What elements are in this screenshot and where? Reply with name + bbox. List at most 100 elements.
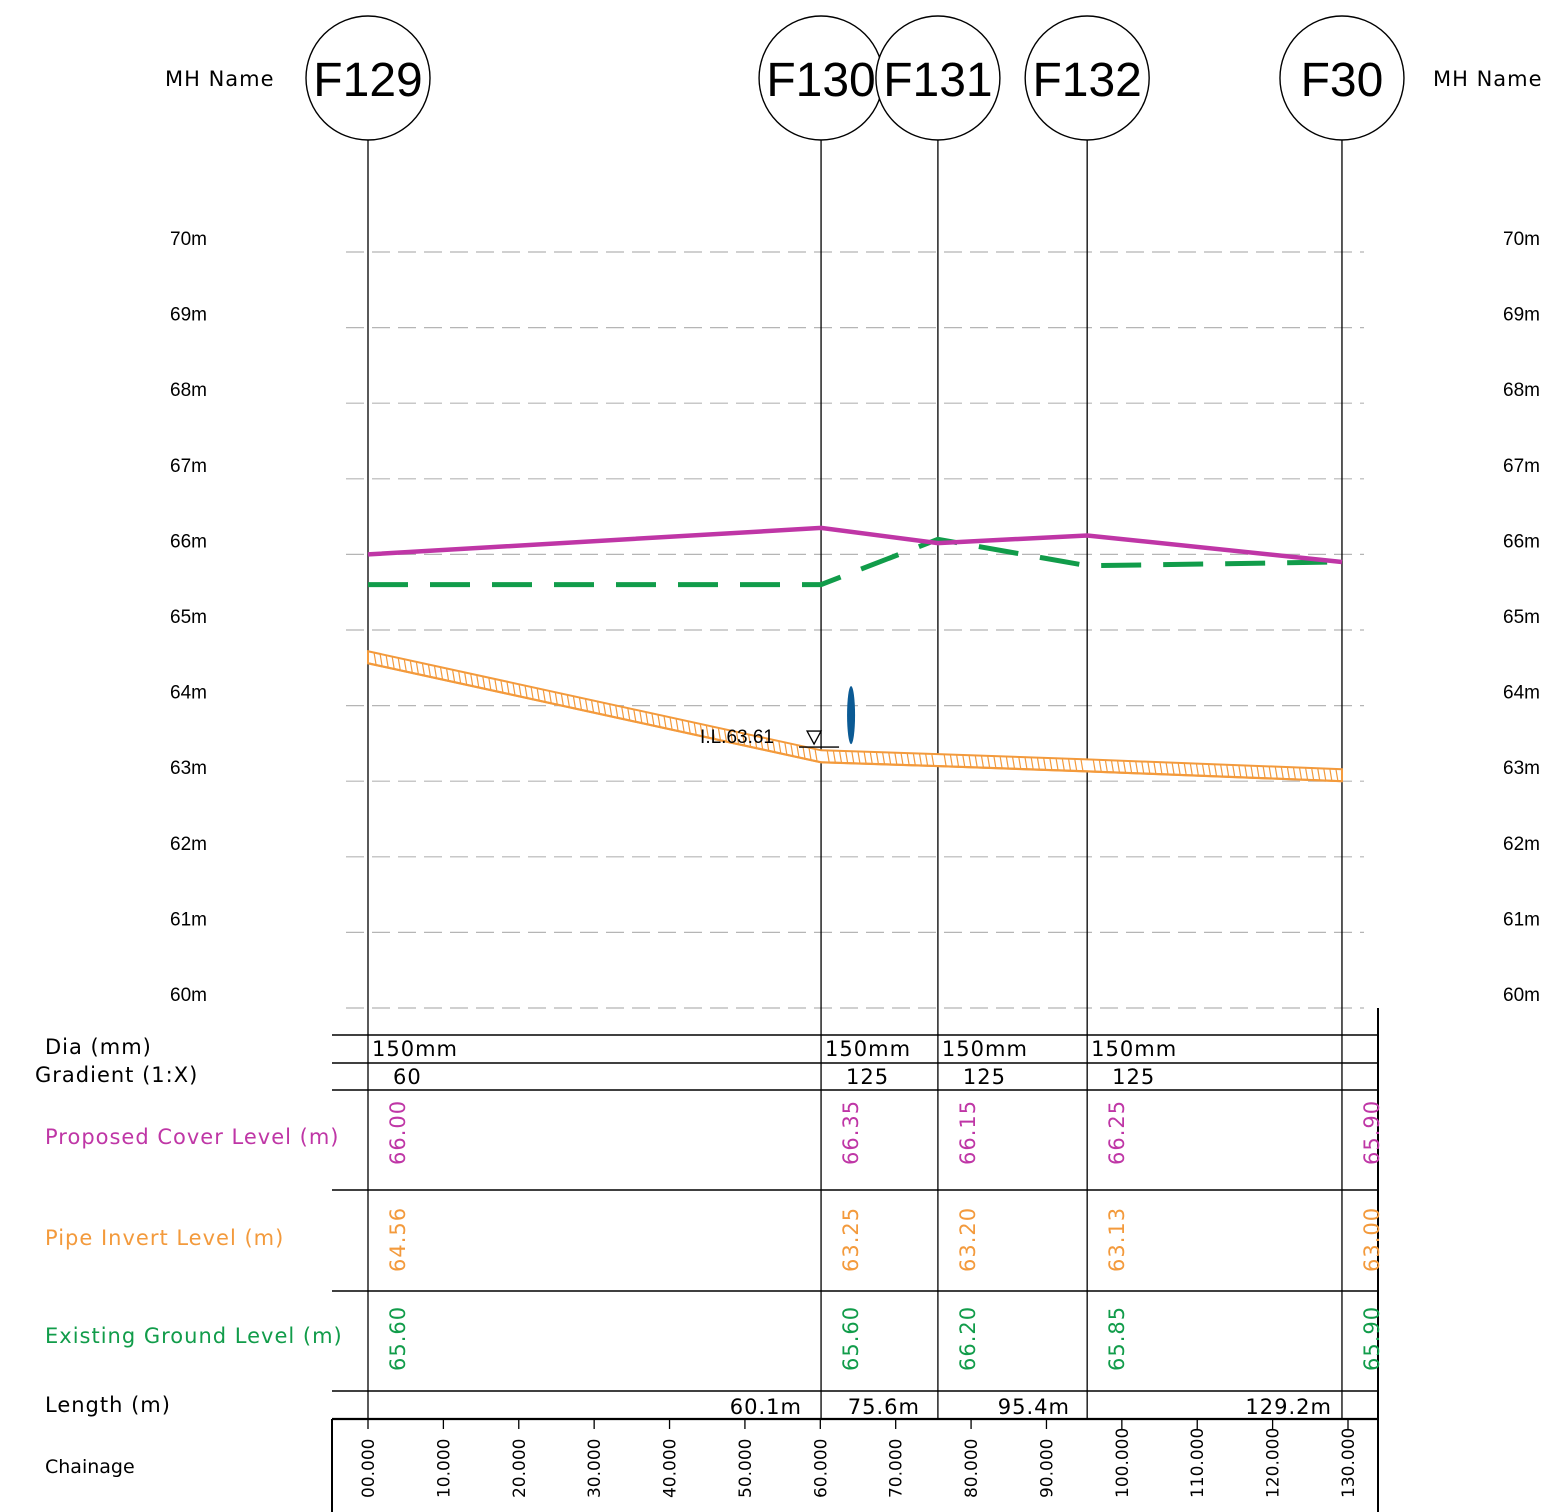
pipe-hatch [1018, 756, 1022, 770]
pipe-hatch [1201, 763, 1206, 776]
level-label-left: 68m [170, 380, 207, 401]
cover-level-value: 66.25 [1105, 1100, 1129, 1165]
chainage-label: 80.000 [962, 1439, 982, 1498]
pipe-hatch [627, 707, 631, 721]
pipe-hatch [391, 656, 395, 669]
level-label-right: 61m [1503, 909, 1540, 930]
pipe-hatch [1292, 767, 1297, 780]
pipe-hatch [851, 751, 855, 764]
pipe-hatch [675, 718, 679, 731]
pipe-hatch [760, 736, 764, 750]
pipe-hatch [494, 678, 498, 692]
pipe-hatch [1189, 763, 1193, 776]
chainage-label: 130.000 [1339, 1428, 1359, 1498]
row-label-chainage: Chainage [45, 1456, 135, 1478]
pipe-hatch [1304, 767, 1309, 780]
pipe-hatch [1098, 759, 1102, 772]
manhole-name: F129 [313, 54, 422, 107]
gradient-value: 60 [393, 1065, 422, 1089]
pipe-hatch [1280, 766, 1284, 779]
pipe-hatch [590, 700, 595, 713]
level-gridlines [346, 251, 1364, 1009]
pipe-hatch [409, 660, 413, 673]
pipe-hatch [1286, 766, 1290, 780]
pipe-hatch [554, 692, 558, 705]
pipe-hatch [1129, 760, 1133, 774]
pipe-hatch [1220, 764, 1224, 777]
data-table: 150mm 60 150mm 125 150mm 125 150mm 125 66.00 66.3… [331, 1008, 1384, 1512]
pipe-hatch [1329, 768, 1333, 781]
invert-level-value: 63.13 [1105, 1207, 1129, 1272]
pipe-hatch [657, 714, 661, 727]
pipe-hatch [578, 697, 583, 710]
pipe-hatch [1274, 766, 1278, 779]
pipe-hatch [912, 753, 916, 766]
cover-level-value: 65.90 [1360, 1100, 1384, 1165]
pipe-hatch [421, 663, 425, 676]
pipe-hatch [735, 731, 740, 744]
pipe-hatch [584, 698, 589, 711]
pipe-hatch [790, 743, 794, 756]
pipe-hatch [717, 727, 721, 740]
pipe-hatch [814, 748, 818, 762]
pipe-hatch [955, 754, 960, 767]
row-label-cover: Proposed Cover Level (m) [45, 1125, 339, 1149]
pipe-hatch [888, 752, 892, 765]
pipe-hatch [633, 709, 637, 722]
pipe-hatch [723, 729, 728, 742]
level-label-right: 63m [1503, 758, 1540, 779]
pipe-hatch [373, 652, 377, 665]
invert-level-value: 63.25 [839, 1207, 863, 1272]
pipe-hatch [1317, 768, 1321, 781]
pipe-hatch [962, 754, 966, 768]
pipe-hatch [482, 676, 486, 689]
pipe-hatch [968, 755, 972, 768]
pipe-hatch [705, 725, 709, 738]
pipe-hatch [863, 751, 867, 764]
pipe-hatch [808, 747, 812, 760]
cover-level-value: 66.35 [839, 1100, 863, 1165]
chainage-label: 40.000 [661, 1439, 681, 1498]
pipe-hatch [572, 696, 576, 709]
chainage-label: 50.000 [736, 1439, 756, 1498]
pipe-hatch [379, 653, 383, 667]
pipe-hatch [772, 739, 776, 752]
pipe-hatch [1135, 761, 1139, 774]
level-label-right: 66m [1503, 531, 1540, 552]
chainage-label: 90.000 [1037, 1439, 1057, 1498]
pipe-hatch [1226, 764, 1230, 777]
pipe-hatch [980, 755, 985, 768]
pipe-hatch [645, 711, 649, 725]
pipe-hatch [1030, 757, 1034, 770]
pipe-hatch [1195, 763, 1199, 776]
pipe-hatch [1250, 765, 1254, 778]
manhole-bubble-F131 [875, 15, 1001, 141]
pipe-hatch [464, 672, 468, 685]
mh-name-label-right: MH Name [1433, 67, 1543, 91]
water-level-marker [847, 686, 856, 745]
length-value: 60.1m [730, 1395, 802, 1419]
pipe-hatch [542, 689, 546, 702]
invert-level-label: I.L.63.61 [700, 727, 774, 748]
pipe-hatch [439, 667, 444, 680]
pipe-hatch [845, 750, 849, 764]
pipe-hatch [1153, 761, 1157, 775]
pipe-hatch [451, 669, 456, 682]
pipe-hatch [1159, 762, 1163, 775]
row-label-length: Length (m) [45, 1393, 171, 1417]
pipe-hatch [1011, 756, 1016, 769]
row-label-dia: Dia (mm) [45, 1035, 152, 1059]
pipe-hatch [500, 680, 504, 693]
pipe-hatch [506, 681, 510, 694]
pipe-hatch [1043, 757, 1047, 770]
manhole-name: F132 [1032, 54, 1141, 107]
length-value: 129.2m [1245, 1395, 1332, 1419]
level-label-right: 62m [1503, 834, 1540, 855]
level-label-left: 62m [170, 834, 207, 855]
pipe-hatch [1074, 758, 1078, 772]
pipe-hatch [900, 752, 904, 765]
cover-level-value: 66.15 [956, 1100, 980, 1165]
level-label-right: 60m [1503, 985, 1540, 1006]
pipe-hatch [1244, 765, 1248, 778]
existing-ground-line [368, 536, 1343, 588]
